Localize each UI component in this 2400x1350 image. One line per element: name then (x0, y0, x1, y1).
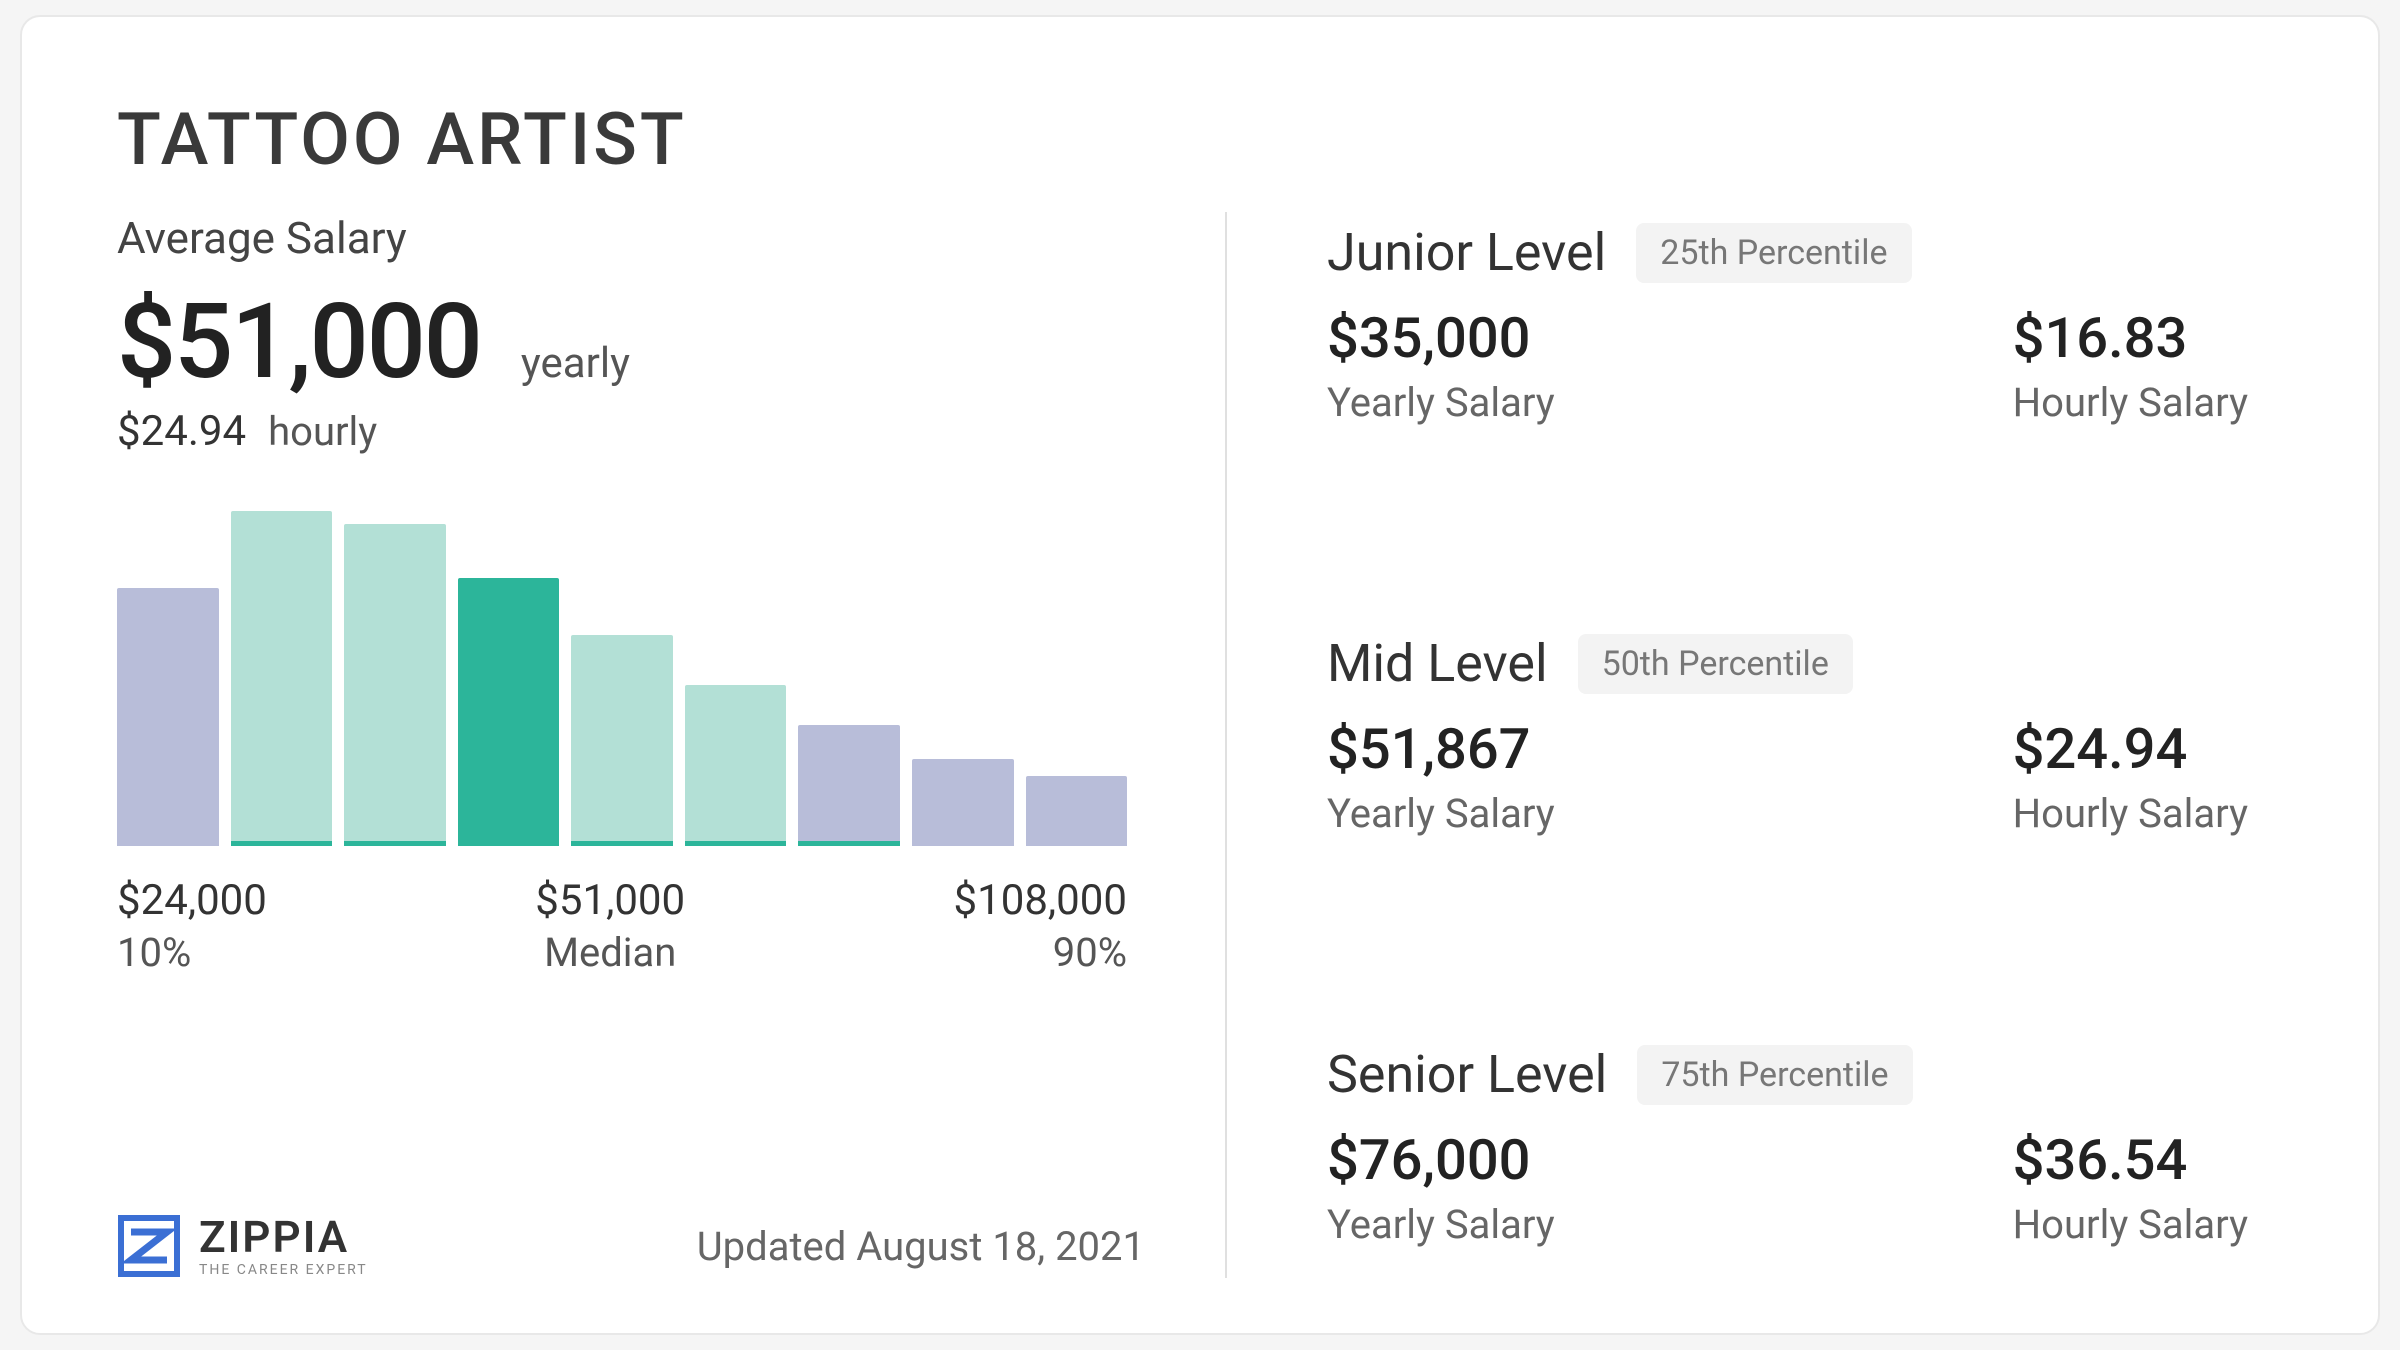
percentile-badge: 25th Percentile (1636, 223, 1911, 283)
percentile-badge: 75th Percentile (1637, 1045, 1912, 1105)
average-hourly-unit: hourly (268, 408, 377, 455)
content-row: Average Salary $51,000 yearly $24.94 hou… (117, 212, 2288, 1278)
average-salary-label: Average Salary (117, 212, 1145, 264)
level-block: Senior Level 75th Percentile $76,000 Yearly… (1327, 1044, 2288, 1248)
yearly-col: $76,000 Yearly Salary (1327, 1127, 1555, 1248)
hourly-label: Hourly Salary (2013, 790, 2248, 837)
average-yearly-row: $51,000 yearly (117, 282, 1145, 403)
hourly-col: $36.54 Hourly Salary (2013, 1127, 2248, 1248)
axis-center: $51,000 Median (535, 876, 685, 976)
updated-date: Updated August 18, 2021 (697, 1223, 1145, 1270)
zippia-logo: ZIPPIA THE CAREER EXPERT (117, 1214, 368, 1278)
axis-right: $108,000 90% (954, 876, 1128, 976)
average-yearly-unit: yearly (521, 339, 630, 388)
axis-center-value: $51,000 (535, 876, 685, 925)
level-header: Senior Level 75th Percentile (1327, 1044, 2288, 1105)
salary-distribution-chart: $24,000 10% $51,000 Median $108,000 90% (117, 511, 1127, 976)
percentile-badge: 50th Percentile (1578, 634, 1853, 694)
page-title: TATTOO ARTIST (117, 97, 2288, 182)
level-header: Mid Level 50th Percentile (1327, 633, 2288, 694)
level-header: Junior Level 25th Percentile (1327, 222, 2288, 283)
left-panel: Average Salary $51,000 yearly $24.94 hou… (117, 212, 1227, 1278)
axis-center-label: Median (544, 929, 676, 976)
chart-bar (117, 588, 219, 846)
yearly-label: Yearly Salary (1327, 790, 1555, 837)
yearly-label: Yearly Salary (1327, 379, 1555, 426)
chart-bar (798, 725, 900, 846)
yearly-col: $51,867 Yearly Salary (1327, 716, 1555, 837)
yearly-amount: $76,000 (1327, 1127, 1555, 1193)
hourly-label: Hourly Salary (2013, 1201, 2248, 1248)
level-name: Mid Level (1327, 633, 1548, 694)
salary-card: TATTOO ARTIST Average Salary $51,000 yea… (20, 15, 2380, 1335)
level-values: $76,000 Yearly Salary $36.54 Hourly Salary (1327, 1127, 2288, 1248)
zippia-logo-tagline: THE CAREER EXPERT (199, 1263, 368, 1277)
chart-bar (571, 635, 673, 846)
chart-bar (231, 511, 333, 846)
hourly-amount: $36.54 (2013, 1127, 2248, 1193)
hourly-col: $16.83 Hourly Salary (2013, 305, 2248, 426)
chart-bars (117, 511, 1127, 846)
hourly-col: $24.94 Hourly Salary (2013, 716, 2248, 837)
level-block: Mid Level 50th Percentile $51,867 Yearly Sa… (1327, 633, 2288, 837)
hourly-label: Hourly Salary (2013, 379, 2248, 426)
level-block: Junior Level 25th Percentile $35,000 Yearly… (1327, 222, 2288, 426)
chart-bar (912, 759, 1014, 846)
chart-bar (344, 524, 446, 846)
level-values: $35,000 Yearly Salary $16.83 Hourly Salary (1327, 305, 2288, 426)
levels-panel: Junior Level 25th Percentile $35,000 Yearly… (1227, 212, 2288, 1278)
yearly-col: $35,000 Yearly Salary (1327, 305, 1555, 426)
chart-bar (458, 578, 560, 846)
left-footer: ZIPPIA THE CAREER EXPERT Updated August … (117, 1124, 1145, 1278)
axis-left: $24,000 10% (117, 876, 267, 976)
average-hourly-amount: $24.94 (117, 407, 246, 456)
yearly-label: Yearly Salary (1327, 1201, 1555, 1248)
hourly-amount: $24.94 (2013, 716, 2248, 782)
level-name: Senior Level (1327, 1044, 1607, 1105)
yearly-amount: $51,867 (1327, 716, 1555, 782)
chart-axis: $24,000 10% $51,000 Median $108,000 90% (117, 876, 1127, 976)
axis-left-label: 10% (117, 929, 191, 976)
zippia-logo-text: ZIPPIA THE CAREER EXPERT (199, 1215, 368, 1277)
chart-bar (685, 685, 787, 846)
average-hourly-row: $24.94 hourly (117, 407, 1145, 456)
axis-right-label: 90% (1053, 929, 1127, 976)
level-values: $51,867 Yearly Salary $24.94 Hourly Salary (1327, 716, 2288, 837)
zippia-logo-icon (117, 1214, 181, 1278)
hourly-amount: $16.83 (2013, 305, 2248, 371)
axis-right-value: $108,000 (954, 876, 1128, 925)
chart-bar (1026, 776, 1128, 846)
yearly-amount: $35,000 (1327, 305, 1555, 371)
average-yearly-amount: $51,000 (117, 282, 481, 403)
axis-left-value: $24,000 (117, 876, 267, 925)
zippia-logo-name: ZIPPIA (199, 1215, 368, 1259)
level-name: Junior Level (1327, 222, 1606, 283)
